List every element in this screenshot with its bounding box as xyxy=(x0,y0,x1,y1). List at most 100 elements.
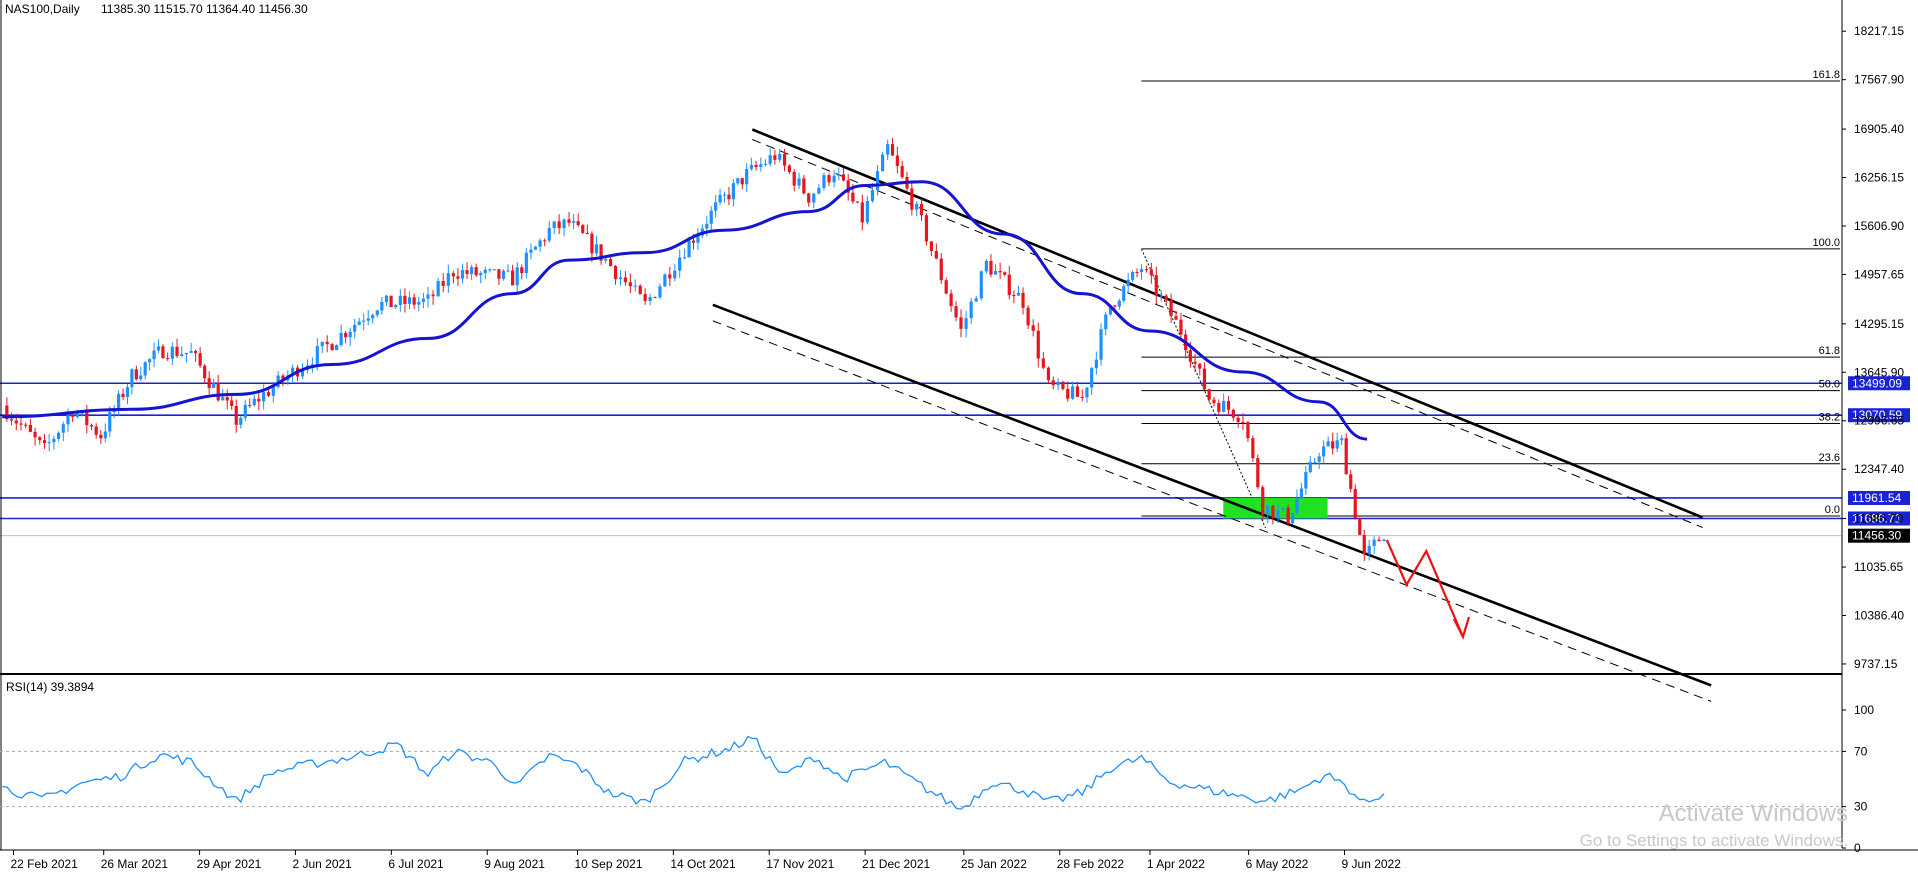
candle-body xyxy=(668,274,672,279)
candle-body xyxy=(1149,269,1153,276)
candle-body xyxy=(1281,507,1285,510)
candle-body xyxy=(533,246,538,250)
price-tick-label: 16905.40 xyxy=(1854,122,1904,136)
candle-body xyxy=(1036,330,1040,359)
horizontal-levels: 13499.09 13070.59 11961.54 11686.71 11456.30 xyxy=(0,376,1910,543)
fib-ratio-label: 161.8 xyxy=(1812,69,1840,81)
candle-body xyxy=(1261,487,1265,515)
candle-body xyxy=(1372,539,1376,546)
candle-body xyxy=(9,419,14,421)
rsi-tick-label: 30 xyxy=(1854,800,1868,814)
candle-body xyxy=(964,318,968,329)
candle-body xyxy=(426,294,430,299)
candle-body xyxy=(939,258,943,281)
candle-body xyxy=(139,375,143,380)
candle-body xyxy=(759,164,763,167)
candle-body xyxy=(194,350,198,354)
level-price-label: 11961.54 xyxy=(1852,491,1901,505)
ohlc-readout: 11385.30 11515.70 11364.40 11456.30 xyxy=(101,2,308,16)
candle-body xyxy=(441,281,445,286)
candle-body xyxy=(315,346,319,365)
candle-body xyxy=(371,315,375,319)
candle-body xyxy=(778,153,782,160)
rsi-tick-label: 100 xyxy=(1854,703,1874,717)
date-tick-label: 29 Apr 2021 xyxy=(197,857,262,871)
candle-body xyxy=(802,178,806,194)
candle-body xyxy=(488,269,492,271)
candle-body xyxy=(189,350,193,353)
candle-body xyxy=(773,155,777,160)
candle-body xyxy=(1299,488,1304,499)
candle-body xyxy=(38,437,42,441)
candle-body xyxy=(225,397,229,401)
candle-body xyxy=(910,188,914,210)
candle-body xyxy=(339,332,343,346)
candle-body xyxy=(846,180,850,193)
candle-body xyxy=(691,240,696,243)
candle-body xyxy=(421,298,425,302)
candle-body xyxy=(954,306,958,318)
candle-body xyxy=(166,358,170,360)
candle-body xyxy=(1344,438,1348,475)
candle-body xyxy=(722,194,727,196)
candle-body xyxy=(47,442,51,444)
candle-body xyxy=(984,260,988,272)
candle-body xyxy=(14,420,18,424)
candle-body xyxy=(1276,509,1280,518)
candle-body xyxy=(618,277,623,280)
candle-body xyxy=(520,267,524,273)
candle-body xyxy=(880,154,885,172)
candle-body xyxy=(357,321,361,325)
candle-body xyxy=(1139,269,1144,273)
candle-body xyxy=(604,259,608,261)
candle-body xyxy=(1179,319,1183,335)
candle-body xyxy=(929,241,933,251)
candle-body xyxy=(276,375,280,387)
candle-body xyxy=(895,155,899,166)
candle-body xyxy=(94,426,98,435)
candle-body xyxy=(1241,421,1245,423)
candle-body xyxy=(511,270,515,286)
fib-ratio-label: 38.2 xyxy=(1819,411,1840,423)
candle-body xyxy=(736,178,740,184)
candle-body xyxy=(5,405,9,420)
candle-body xyxy=(375,310,379,316)
candle-body xyxy=(1217,403,1221,412)
candle-body xyxy=(718,194,722,203)
candle-body xyxy=(1256,458,1260,488)
candle-body xyxy=(394,304,398,308)
candle-body xyxy=(1340,438,1344,441)
candle-body xyxy=(216,383,220,401)
candle-body xyxy=(524,252,528,273)
candle-body xyxy=(1286,507,1290,524)
candle-body xyxy=(1246,422,1250,439)
last-price-tag xyxy=(1848,528,1910,543)
date-tick-label: 1 Apr 2022 xyxy=(1147,857,1205,871)
channel-upper-line xyxy=(751,128,1704,519)
candle-body xyxy=(974,298,978,302)
candle-body xyxy=(628,282,632,287)
candle-body xyxy=(949,293,953,307)
fibonacci-retracement[interactable]: 161.8 100.0 61.8 50.0 38.2 23.6 0.0 xyxy=(1141,69,1840,529)
candle-body xyxy=(1031,325,1035,331)
price-tick-label: 10386.40 xyxy=(1854,609,1904,623)
candle-body xyxy=(436,281,440,297)
candle-body xyxy=(33,431,37,438)
date-tick-label: 2 Jun 2021 xyxy=(292,857,352,871)
candle-body xyxy=(638,285,642,295)
candle-body xyxy=(562,219,566,229)
price-tick-label: 18217.15 xyxy=(1854,24,1904,38)
candle-body xyxy=(538,240,542,247)
candle-body xyxy=(61,424,65,433)
candle-body xyxy=(855,201,860,203)
candle-body xyxy=(417,301,421,305)
candle-body xyxy=(827,175,831,183)
candle-body xyxy=(362,320,366,322)
candle-body xyxy=(291,367,295,376)
candle-body xyxy=(451,273,455,277)
candle-body xyxy=(763,163,768,165)
candle-body xyxy=(348,331,352,338)
candle-body xyxy=(709,210,713,224)
